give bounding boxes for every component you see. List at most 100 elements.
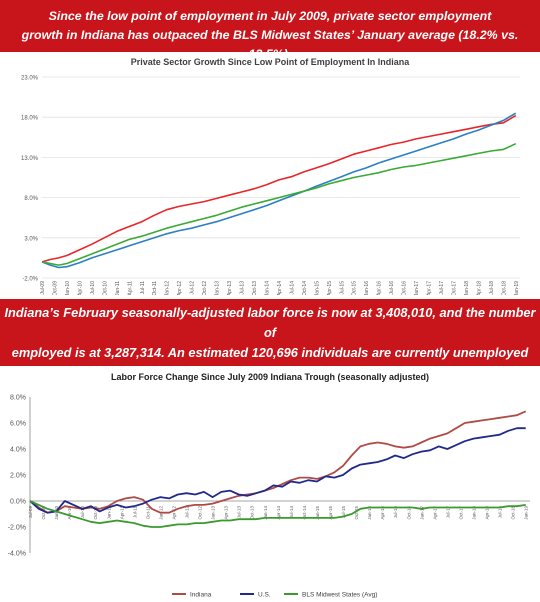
x-tick-label: Apr-18 [476,281,482,295]
series-line-us [41,112,517,269]
x-tick-label: Jan-18 [464,281,470,295]
x-tick-label: Jul-17 [439,281,445,295]
headline-banner-top: Since the low point of employment in Jul… [0,0,540,61]
x-tick-label: Jan-19 [524,506,529,520]
x-tick-label: Jul-14 [289,281,295,295]
x-tick-label: Jul-12 [190,281,196,295]
x-tick-label: Apr-10 [77,281,83,295]
headline-banner-middle: Indiana’s February seasonally-adjusted l… [0,299,540,380]
x-tick-label: Apr-11 [127,281,133,295]
x-tick-label: Jul-17 [445,506,450,519]
banner-middle-line-3: and seeking employment. [191,365,349,380]
x-tick-label: Oct-11 [145,506,150,520]
x-tick-label: Apr-18 [485,506,490,520]
series-line-indiana [29,410,527,514]
x-tick-label: Jul-16 [389,281,395,295]
x-tick-label: Oct-12 [198,506,203,520]
x-tick-label: Apr-11 [119,506,124,520]
legend-label-us: U.S. [258,591,271,598]
x-tick-label: Oct-09 [52,281,58,295]
x-tick-label: Oct-18 [511,506,516,520]
x-tick-label: Jan-11 [106,506,111,520]
x-tick-label: Apr-14 [276,506,281,520]
x-tick-label: Jan-16 [367,506,372,520]
x-tick-label: Jul-16 [393,506,398,519]
y-tick-label: 4.0% [10,447,26,454]
x-tick-label: Apr-17 [427,281,433,295]
x-tick-label: Apr-13 [224,506,229,520]
x-tick-label: Jul-18 [489,281,495,295]
x-tick-label: Jan-13 [211,506,216,520]
x-tick-label: Oct-17 [458,506,463,520]
x-tick-label: Jan-14 [264,281,270,295]
x-tick-label: Oct-16 [402,281,408,295]
x-tick-label: Jul-18 [498,506,503,519]
banner-top-line-1: Since the low point of employment in Jul… [48,9,492,23]
x-tick-label: Jul-13 [240,281,246,295]
banner-middle-line-2: employed is at 3,287,314. An estimated 1… [11,345,529,360]
x-tick-label: Apr-13 [227,281,233,295]
y-tick-label: 18.0% [21,116,39,122]
x-tick-label: Jan-16 [364,281,370,295]
x-tick-label: Jan-14 [263,506,268,520]
x-tick-label: Jan-13 [215,281,221,295]
y-tick-label: 3.0% [24,236,38,242]
x-tick-label: Oct-18 [501,281,507,295]
y-tick-label: 6.0% [10,421,26,428]
x-tick-label: Jul-10 [90,281,96,295]
x-tick-label: Jul-13 [237,506,242,519]
x-tick-label: Apr-12 [171,506,176,520]
legend-label-midwest: BLS Midwest States (Avg) [302,591,377,598]
y-tick-label: -2.0% [8,525,26,532]
x-tick-label: Oct-09 [41,506,46,520]
x-tick-label: Jan-17 [414,281,420,295]
x-tick-label: Apr-16 [377,281,383,295]
x-tick-label: Jan-10 [54,506,59,520]
x-tick-label: Jan-17 [419,506,424,520]
chart-1-title: Private Sector Growth Since Low Point of… [130,57,410,67]
x-tick-label: Jan-19 [514,281,520,295]
x-tick-label: Oct-10 [102,281,108,295]
x-tick-label: Oct-15 [352,281,358,295]
x-tick-label: Jan-18 [471,506,476,520]
y-tick-label: -2.0% [22,277,38,283]
x-tick-label: Jan-11 [115,281,121,295]
x-tick-label: Jul-14 [289,506,294,519]
private-sector-growth-chart: -2.0% 3.0% 8.0% 13.0% 18.0% 23.0% Jul-09 Oct-09… [21,76,520,295]
x-tick-label: Jul-11 [140,281,146,294]
x-tick-label: Oct-13 [252,281,258,295]
x-tick-label: Oct-14 [302,506,307,520]
x-tick-label: Apr-14 [277,281,283,295]
x-tick-label: Oct-12 [202,281,208,295]
x-tick-label: Jul-09 [28,506,33,519]
series-line-indiana [41,114,517,263]
x-tick-label: Jul-15 [339,281,345,295]
x-tick-label: Jul-15 [341,506,346,519]
x-tick-label: Oct-16 [406,506,411,520]
x-tick-label: Oct-13 [250,506,255,520]
y-tick-label: -4.0% [8,551,26,558]
y-tick-label: 8.0% [10,395,26,402]
series-line-midwest [29,500,526,528]
y-tick-label: 2.0% [10,473,26,480]
x-tick-label: Jan-10 [65,281,71,295]
x-tick-label: Jan-15 [315,506,320,520]
x-tick-label: Oct-15 [354,506,359,520]
x-tick-label: Apr-15 [328,506,333,520]
x-tick-label: Oct-10 [93,506,98,520]
y-tick-label: 0.0% [10,499,26,506]
x-tick-label: Jan-12 [165,281,171,295]
y-tick-label: 13.0% [21,156,39,162]
banner-top-line-2: growth in Indiana has outpaced the BLS M… [21,28,519,61]
x-tick-label: Jul-11 [132,506,137,518]
x-tick-label: Jan-15 [314,281,320,295]
series-line-us [29,427,526,514]
x-tick-label: Oct-11 [152,281,158,295]
x-tick-label: Apr-15 [327,281,333,295]
x-tick-label: Oct-14 [302,281,308,295]
x-tick-label: Apr-10 [67,506,72,520]
x-tick-label: Oct-17 [451,281,457,295]
y-tick-label: 23.0% [21,76,39,82]
labor-force-change-chart: -4.0% -2.0% 0.0% 2.0% 4.0% 6.0% 8.0% Jul-09 Oct-… [8,395,530,598]
x-tick-label: Jul-12 [185,506,190,519]
